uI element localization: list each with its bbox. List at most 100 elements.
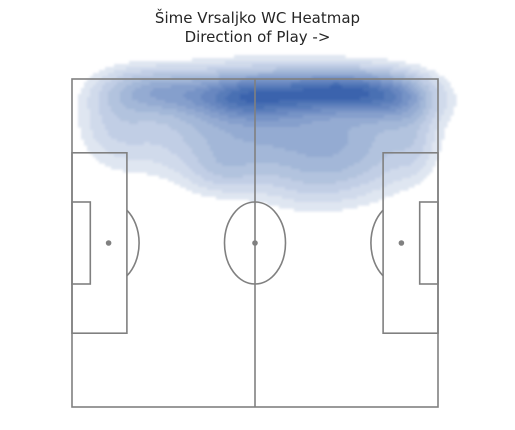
density-cell xyxy=(255,103,259,107)
density-cell xyxy=(267,97,271,101)
density-cell xyxy=(420,94,424,98)
density-cell xyxy=(123,127,127,131)
density-cell xyxy=(408,127,412,131)
density-cell xyxy=(150,82,154,86)
density-cell xyxy=(366,139,370,143)
density-cell xyxy=(231,169,235,173)
density-cell xyxy=(351,112,355,116)
density-cell xyxy=(282,82,286,86)
density-cell xyxy=(111,157,115,161)
density-cell xyxy=(372,100,376,104)
density-cell xyxy=(381,103,385,107)
density-cell xyxy=(366,157,370,161)
density-cell xyxy=(390,142,394,146)
density-cell xyxy=(369,154,373,158)
density-cell xyxy=(363,91,367,95)
density-cell xyxy=(306,58,310,62)
density-cell xyxy=(360,154,364,158)
density-cell xyxy=(297,88,301,92)
density-cell xyxy=(132,94,136,98)
density-cell xyxy=(240,61,244,65)
density-cell xyxy=(324,169,328,173)
density-cell xyxy=(213,178,217,182)
density-cell xyxy=(237,106,241,110)
density-cell xyxy=(204,184,208,188)
density-cell xyxy=(117,118,121,122)
density-cell xyxy=(342,88,346,92)
density-cell xyxy=(309,115,313,119)
density-cell xyxy=(333,124,337,128)
density-cell xyxy=(279,139,283,143)
density-cell xyxy=(270,82,274,86)
density-cell xyxy=(111,127,115,131)
density-cell xyxy=(135,130,139,134)
density-cell xyxy=(294,64,298,68)
density-cell xyxy=(360,79,364,83)
density-cell xyxy=(237,67,241,71)
density-cell xyxy=(378,172,382,176)
density-cell xyxy=(282,154,286,158)
density-cell xyxy=(207,85,211,89)
density-cell xyxy=(375,130,379,134)
density-cell xyxy=(87,124,91,128)
density-cell xyxy=(213,142,217,146)
density-cell xyxy=(321,79,325,83)
density-cell xyxy=(276,70,280,74)
density-cell xyxy=(246,190,250,194)
density-cell xyxy=(249,70,253,74)
density-cell xyxy=(345,64,349,68)
density-cell xyxy=(213,184,217,188)
density-cell xyxy=(120,139,124,143)
density-cell xyxy=(372,109,376,113)
density-cell xyxy=(90,103,94,107)
density-cell xyxy=(141,91,145,95)
density-cell xyxy=(390,115,394,119)
density-cell xyxy=(354,118,358,122)
density-cell xyxy=(342,82,346,86)
density-cell xyxy=(144,73,148,77)
density-cell xyxy=(135,133,139,137)
density-cell xyxy=(150,106,154,110)
density-cell xyxy=(99,115,103,119)
density-cell xyxy=(96,148,100,152)
density-cell xyxy=(432,142,436,146)
density-cell xyxy=(303,115,307,119)
density-cell xyxy=(258,97,262,101)
density-cell xyxy=(360,151,364,155)
density-cell xyxy=(423,169,427,173)
density-cell xyxy=(423,166,427,170)
density-cell xyxy=(333,160,337,164)
density-cell xyxy=(267,175,271,179)
density-cell xyxy=(213,172,217,176)
density-cell xyxy=(225,124,229,128)
density-cell xyxy=(78,100,82,104)
density-cell xyxy=(207,106,211,110)
density-cell xyxy=(435,82,439,86)
density-cell xyxy=(420,118,424,122)
density-cell xyxy=(246,118,250,122)
density-cell xyxy=(117,109,121,113)
density-cell xyxy=(372,88,376,92)
density-cell xyxy=(243,124,247,128)
density-cell xyxy=(228,70,232,74)
density-cell xyxy=(183,121,187,125)
density-cell xyxy=(354,112,358,116)
density-cell xyxy=(147,154,151,158)
density-cell xyxy=(339,88,343,92)
density-cell xyxy=(132,130,136,134)
density-cell xyxy=(411,103,415,107)
density-cell xyxy=(198,169,202,173)
density-cell xyxy=(240,58,244,62)
density-cell xyxy=(186,64,190,68)
density-cell xyxy=(306,94,310,98)
density-cell xyxy=(216,130,220,134)
density-cell xyxy=(300,136,304,140)
density-cell xyxy=(207,178,211,182)
density-cell xyxy=(189,130,193,134)
density-cell xyxy=(186,184,190,188)
density-cell xyxy=(195,184,199,188)
density-cell xyxy=(333,73,337,77)
density-cell xyxy=(399,73,403,77)
density-cell xyxy=(255,112,259,116)
density-cell xyxy=(342,70,346,74)
